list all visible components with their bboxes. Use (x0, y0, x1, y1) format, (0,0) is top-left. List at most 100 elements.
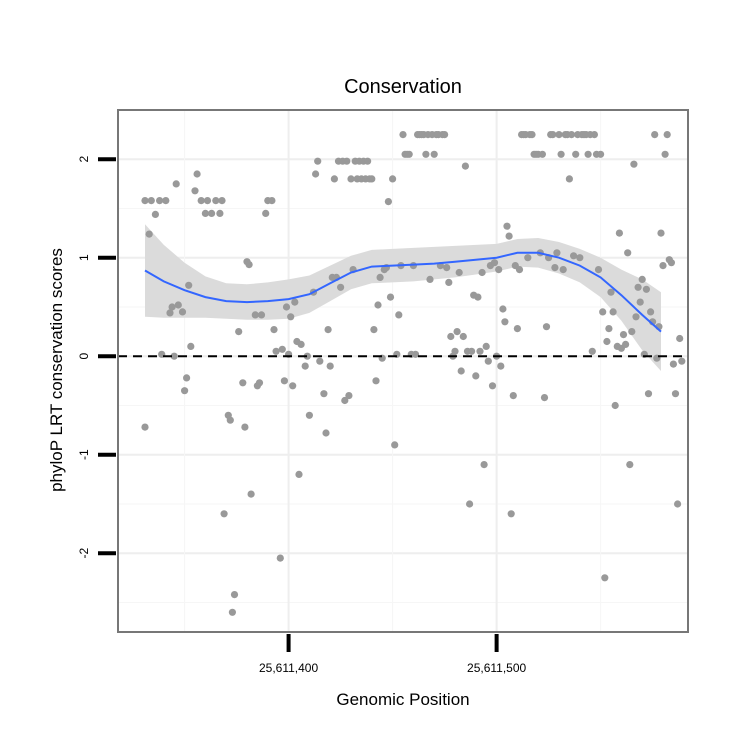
y-tick-label: -2 (77, 548, 91, 559)
data-point (474, 293, 482, 301)
data-point (651, 131, 659, 139)
data-point (270, 326, 278, 334)
data-point (609, 308, 617, 316)
data-point (372, 377, 380, 385)
data-point (615, 229, 624, 237)
data-point (147, 197, 155, 205)
data-point (141, 197, 149, 205)
data-point (287, 313, 295, 321)
data-point (669, 360, 678, 368)
data-point (472, 372, 480, 380)
data-point (289, 382, 297, 390)
data-point (257, 311, 266, 319)
data-point (347, 175, 355, 183)
data-point (457, 367, 465, 375)
data-point (216, 209, 224, 217)
data-point (247, 490, 255, 498)
data-point (540, 394, 549, 402)
data-point (220, 510, 228, 518)
data-point (559, 266, 567, 274)
data-point (451, 347, 459, 355)
data-point (647, 308, 655, 316)
y-tick-label: 2 (77, 156, 91, 163)
data-point (455, 268, 463, 277)
data-point (341, 396, 349, 405)
data-point (678, 357, 686, 365)
data-point (201, 209, 209, 217)
data-point (501, 318, 509, 326)
data-point (619, 331, 628, 339)
data-point (624, 249, 632, 257)
data-point (197, 197, 205, 205)
plot-frame (117, 109, 689, 633)
x-axis-label: Genomic Position (336, 690, 469, 709)
data-point (203, 197, 212, 205)
smooth-line (144, 251, 662, 333)
data-point (626, 461, 634, 469)
data-point (576, 254, 584, 262)
data-point (208, 209, 216, 217)
data-point (551, 264, 559, 272)
data-point (345, 392, 353, 400)
data-point (141, 423, 149, 431)
data-point (468, 347, 476, 355)
data-point (405, 150, 413, 158)
data-point (212, 197, 220, 205)
data-point (667, 259, 676, 267)
data-point (480, 461, 488, 469)
data-point (461, 162, 469, 170)
data-point (343, 157, 351, 165)
data-point (280, 377, 288, 385)
data-point (674, 500, 682, 508)
data-point (657, 229, 665, 237)
data-point (370, 326, 378, 334)
data-point (570, 252, 578, 260)
data-point (226, 416, 234, 424)
data-point (659, 262, 667, 270)
data-point (174, 301, 182, 309)
data-point (235, 328, 243, 336)
data-point (622, 340, 630, 348)
data-point (488, 382, 497, 390)
data-point (276, 554, 284, 562)
data-point (599, 308, 607, 316)
data-point (364, 157, 372, 165)
data-point (262, 209, 270, 217)
data-point (642, 285, 651, 293)
data-point (476, 347, 484, 355)
data-point (162, 197, 170, 205)
data-point (638, 275, 646, 283)
data-point (671, 390, 680, 398)
data-point (314, 157, 322, 165)
data-point (151, 210, 159, 218)
data-point (303, 352, 311, 360)
data-point (607, 288, 615, 296)
data-point (178, 308, 187, 316)
data-point (441, 131, 449, 139)
plot-panel (118, 110, 688, 632)
data-point (453, 328, 461, 336)
data-point (509, 392, 517, 400)
data-point (636, 298, 644, 306)
data-point (295, 470, 303, 478)
data-point (411, 350, 420, 358)
data-point (324, 326, 332, 334)
data-point (193, 170, 201, 178)
data-point (557, 150, 565, 158)
data-point (326, 362, 334, 370)
data-point (590, 131, 599, 139)
data-point (528, 131, 536, 139)
data-point (320, 390, 328, 398)
data-point (426, 275, 434, 283)
data-point (549, 131, 557, 139)
data-point (278, 345, 286, 353)
data-point (251, 311, 259, 319)
data-point (181, 387, 189, 395)
data-point (145, 230, 153, 238)
data-point (399, 131, 407, 139)
data-point (567, 131, 576, 139)
data-point (384, 198, 392, 206)
data-point (555, 131, 563, 139)
data-point (597, 150, 605, 158)
data-point (466, 500, 474, 508)
